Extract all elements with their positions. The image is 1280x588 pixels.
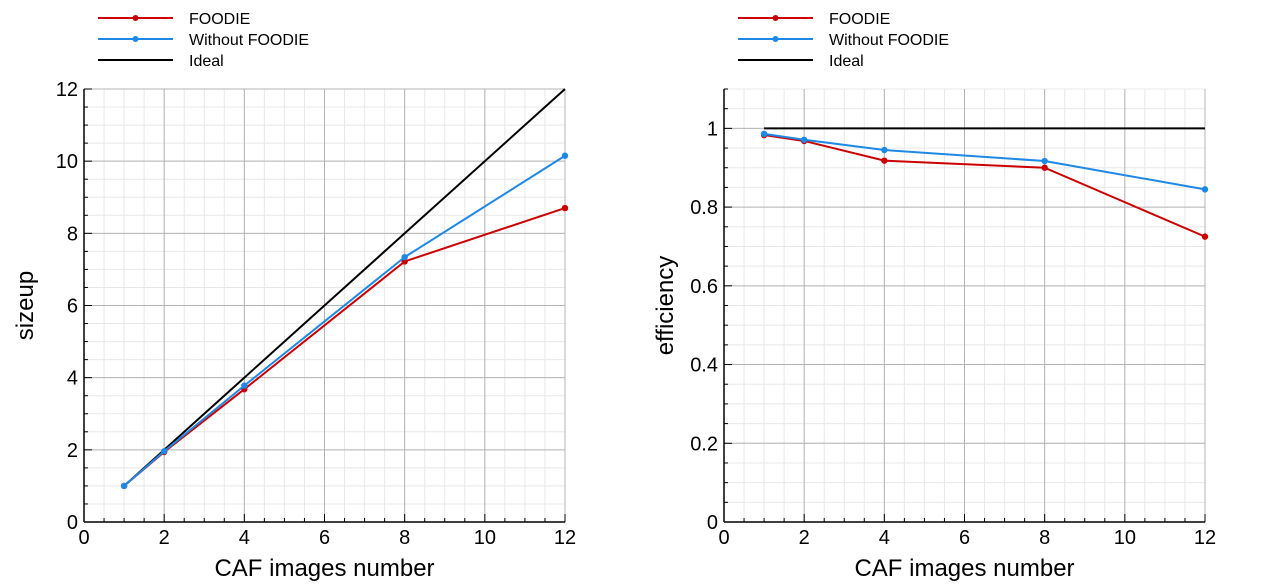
x-tick-label: 10 (1114, 527, 1136, 549)
legend-label-ideal: Ideal (829, 53, 864, 70)
x-tick-label: 2 (799, 527, 810, 549)
data-point-without-foodie (760, 130, 768, 138)
y-tick-label: 6 (67, 296, 78, 318)
legend-label-without-foodie: Without FOODIE (189, 32, 309, 49)
y-tick-label: 1 (707, 118, 718, 140)
efficiency-chart: 0 2 4 6 8 10 12 0 0.2 0.4 0.6 0.8 1 CAF images number… (652, 11, 1216, 582)
y-axis-title: sizeup (12, 271, 39, 340)
series-line-ideal (123, 88, 566, 487)
y-tick-label: 0.4 (690, 355, 718, 377)
x-tick-label: 2 (159, 527, 170, 549)
data-point-foodie (881, 157, 888, 164)
x-tick-label: 10 (474, 527, 496, 549)
x-tick-label: 12 (1194, 527, 1216, 549)
legend-label-foodie: FOODIE (829, 11, 890, 28)
x-tick-label: 0 (78, 527, 89, 549)
y-tick-label: 0.8 (690, 197, 718, 219)
data-point-without-foodie (1041, 157, 1048, 165)
x-tick-label: 6 (319, 527, 330, 549)
sizeup-chart-panel: 0 2 4 6 8 10 12 0 2 4 6 8 10 12 CAF images number sizeu… (12, 11, 576, 582)
data-point-foodie (561, 204, 569, 212)
y-tick-label: 2 (67, 440, 78, 462)
y-tick-label: 0 (707, 512, 718, 534)
data-point-without-foodie (401, 253, 408, 261)
data-point-without-foodie (120, 482, 128, 490)
sizeup-chart: 0 2 4 6 8 10 12 0 2 4 6 8 10 12 CAF images number sizeu… (12, 11, 576, 582)
data-point-without-foodie (160, 448, 168, 455)
y-tick-label: 12 (56, 79, 78, 101)
x-tick-label: 8 (1039, 527, 1050, 549)
legend-marker-without-foodie (132, 36, 139, 42)
legend-label-foodie: FOODIE (189, 11, 250, 28)
x-tick-label: 4 (239, 527, 250, 549)
x-tick-label: 4 (879, 527, 890, 549)
x-tick-label: 0 (718, 527, 729, 549)
y-tick-label: 4 (67, 368, 78, 390)
y-axis-title: efficiency (652, 256, 679, 356)
y-tick-label: 0.6 (690, 276, 718, 298)
x-tick-label: 6 (959, 527, 970, 549)
x-axis-title: CAF images number (214, 555, 434, 582)
data-point-without-foodie (241, 382, 248, 389)
x-tick-label: 8 (399, 527, 410, 549)
data-point-without-foodie (800, 136, 808, 143)
data-point-foodie (1041, 164, 1048, 171)
legend-marker-foodie (772, 15, 779, 21)
y-tick-label: 0.2 (690, 433, 718, 455)
data-point-without-foodie (1201, 186, 1209, 193)
efficiency-chart-panel: 0 2 4 6 8 10 12 0 0.2 0.4 0.6 0.8 1 CAF images number… (640, 0, 1280, 588)
y-tick-label: 10 (56, 151, 78, 173)
x-axis-title: CAF images number (854, 555, 1074, 582)
legend-marker-without-foodie (772, 36, 779, 42)
legend-label-without-foodie: Without FOODIE (829, 32, 949, 49)
y-tick-label: 0 (67, 512, 78, 534)
data-point-without-foodie (561, 152, 569, 159)
data-point-foodie (1201, 233, 1209, 240)
y-tick-label: 8 (67, 223, 78, 245)
data-point-without-foodie (881, 146, 888, 154)
legend-marker-foodie (132, 15, 139, 21)
legend-label-ideal: Ideal (189, 53, 224, 70)
x-tick-label: 12 (554, 527, 576, 549)
